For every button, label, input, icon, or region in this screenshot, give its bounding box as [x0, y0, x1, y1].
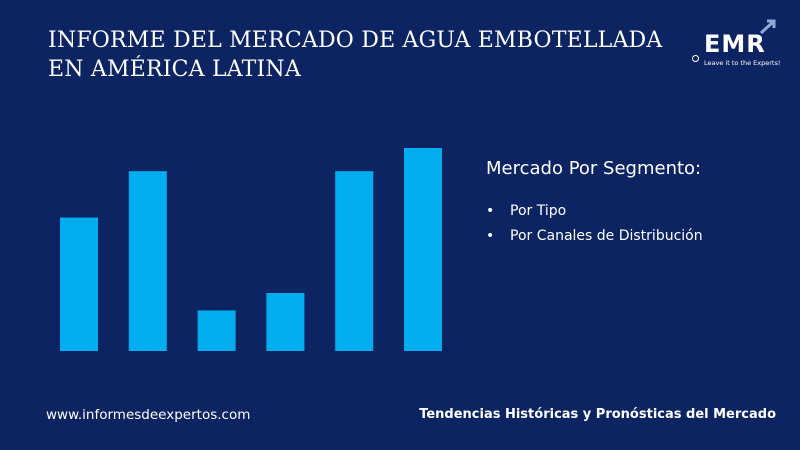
segment-heading: Mercado Por Segmento: [486, 158, 702, 179]
segment-item-tipo: Por Tipo [486, 199, 776, 224]
arrow-up-right-icon [759, 19, 776, 35]
emr-logo: EMR Leave it to the Experts! [688, 16, 788, 74]
logo-dot-icon [692, 55, 699, 62]
bar-2 [128, 171, 167, 351]
segment-list: Por Tipo Por Canales de Distribución [486, 199, 776, 249]
segment-item-canales: Por Canales de Distribución [486, 224, 776, 249]
logo-text: EMR [704, 30, 766, 58]
bar-3 [197, 310, 236, 351]
logo-tagline: Leave it to the Experts! [704, 59, 781, 67]
bar-6 [404, 148, 442, 351]
website-link[interactable]: www.informesdeexpertos.com [46, 407, 251, 423]
bar-chart [60, 148, 442, 351]
page-title: INFORME DEL MERCADO DE AGUA EMBOTELLADA … [48, 28, 663, 82]
bar-1 [60, 217, 98, 351]
bar-5 [335, 171, 374, 351]
segment-panel: Mercado Por Segmento: Por Tipo Por Canal… [486, 158, 776, 249]
bar-4 [266, 293, 305, 351]
footer-tagline: Tendencias Históricas y Pronósticas del … [419, 407, 776, 422]
